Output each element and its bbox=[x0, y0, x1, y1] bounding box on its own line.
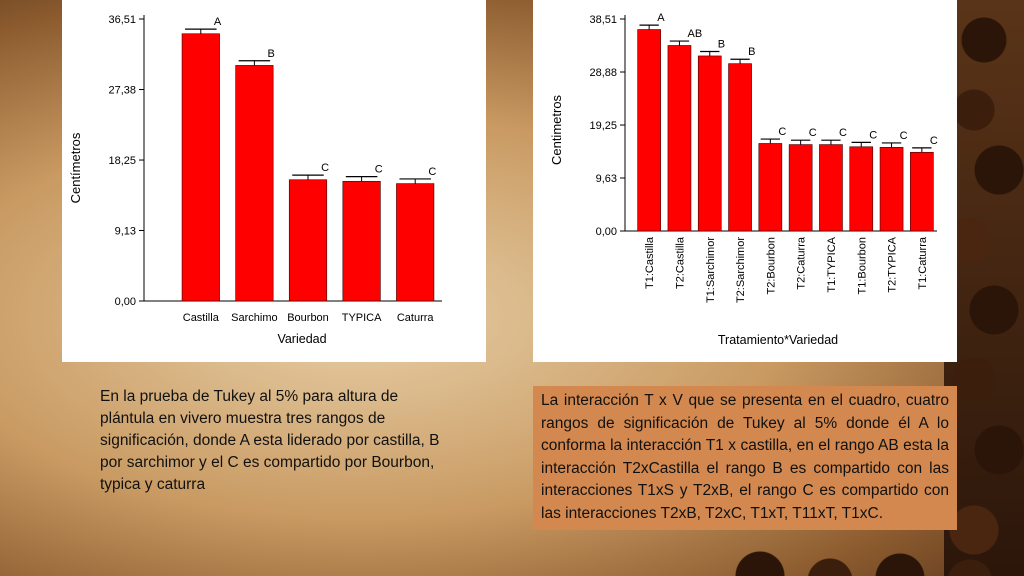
significance-letter: A bbox=[214, 16, 222, 28]
chart-panel-treatment-variety: 0,00 9,63 19,25 28,88 38,51 Centimetros A T1:Ca… bbox=[533, 0, 957, 362]
x-tick-label: Caturra bbox=[397, 312, 435, 324]
x-tick-label: Bourbon bbox=[287, 312, 329, 324]
bar bbox=[758, 143, 783, 232]
bar bbox=[788, 144, 813, 232]
x-tick-label: T2:Bourbon bbox=[765, 237, 777, 294]
y-tick-label: 9,13 bbox=[115, 225, 136, 237]
bar bbox=[879, 147, 904, 232]
x-tick-label: Sarchimo bbox=[231, 312, 277, 324]
significance-letter: C bbox=[930, 135, 938, 147]
y-axis-label: Centimetros bbox=[549, 94, 564, 165]
x-tick-label: T2:Sarchimor bbox=[735, 237, 747, 303]
x-tick-label: T1:Caturra bbox=[917, 236, 929, 289]
y-tick-label: 38,51 bbox=[589, 14, 617, 26]
significance-letter: B bbox=[718, 39, 725, 51]
x-axis-label: Tratamiento*Variedad bbox=[718, 333, 838, 347]
bar bbox=[667, 45, 692, 232]
x-tick-label: T1:Sarchimor bbox=[705, 237, 717, 303]
significance-letter: C bbox=[900, 130, 908, 142]
y-tick-label: 28,88 bbox=[589, 67, 617, 79]
bar bbox=[728, 63, 752, 232]
significance-letter: C bbox=[375, 164, 383, 176]
x-tick-label: T1:Bourbon bbox=[856, 237, 868, 294]
coffee-beans-bottom-decoration bbox=[720, 536, 1024, 576]
y-tick-label: 27,38 bbox=[108, 85, 136, 97]
x-axis-label: Variedad bbox=[277, 332, 326, 346]
significance-letter: C bbox=[809, 127, 817, 139]
significance-letter: C bbox=[839, 127, 847, 139]
significance-letter: A bbox=[657, 12, 665, 24]
bar-chart-varieties: 0,00 9,13 18,25 27,38 36,51 Centímetros A Casti… bbox=[68, 14, 442, 346]
bar bbox=[396, 183, 435, 302]
bar bbox=[697, 55, 722, 232]
y-tick-label: 36,51 bbox=[108, 14, 136, 26]
bar bbox=[288, 179, 328, 302]
y-tick-label: 0,00 bbox=[115, 296, 136, 308]
bar bbox=[849, 146, 874, 232]
x-tick-label: T1:Castilla bbox=[644, 236, 656, 289]
significance-letter: B bbox=[268, 48, 275, 60]
description-text-right: La interacción T x V que se presenta en … bbox=[533, 386, 957, 530]
x-tick-label: T1:TYPICA bbox=[826, 236, 838, 292]
chart-panel-varieties: 0,00 9,13 18,25 27,38 36,51 Centímetros A Casti… bbox=[62, 0, 486, 362]
y-tick-label: 19,25 bbox=[589, 120, 617, 132]
x-tick-label: T2:TYPICA bbox=[887, 236, 899, 292]
significance-letter: AB bbox=[688, 28, 703, 40]
coffee-beans-right-decoration bbox=[944, 0, 1024, 576]
significance-letter: C bbox=[428, 166, 436, 178]
x-tick-label: Castilla bbox=[183, 312, 220, 324]
bar bbox=[181, 33, 220, 302]
x-tick-label: T2:Caturra bbox=[796, 236, 808, 289]
y-tick-label: 0,00 bbox=[596, 226, 617, 238]
bar bbox=[637, 29, 661, 232]
bar-chart-treatment-variety: 0,00 9,63 19,25 28,88 38,51 Centimetros A T1:Ca… bbox=[549, 12, 938, 347]
bar bbox=[235, 65, 274, 302]
y-axis-label: Centímetros bbox=[68, 132, 83, 203]
bar bbox=[342, 180, 381, 302]
y-tick-label: 18,25 bbox=[108, 155, 136, 167]
description-text-left: En la prueba de Tukey al 5% para altura … bbox=[100, 388, 440, 493]
y-tick-label: 9,63 bbox=[596, 173, 617, 185]
significance-letter: B bbox=[748, 46, 755, 58]
significance-letter: C bbox=[869, 129, 877, 141]
significance-letter: C bbox=[778, 126, 786, 138]
x-tick-label: TYPICA bbox=[342, 312, 382, 324]
bar bbox=[819, 144, 843, 232]
significance-letter: C bbox=[321, 162, 329, 174]
x-tick-label: T2:Castilla bbox=[674, 236, 686, 289]
bar bbox=[910, 151, 934, 232]
